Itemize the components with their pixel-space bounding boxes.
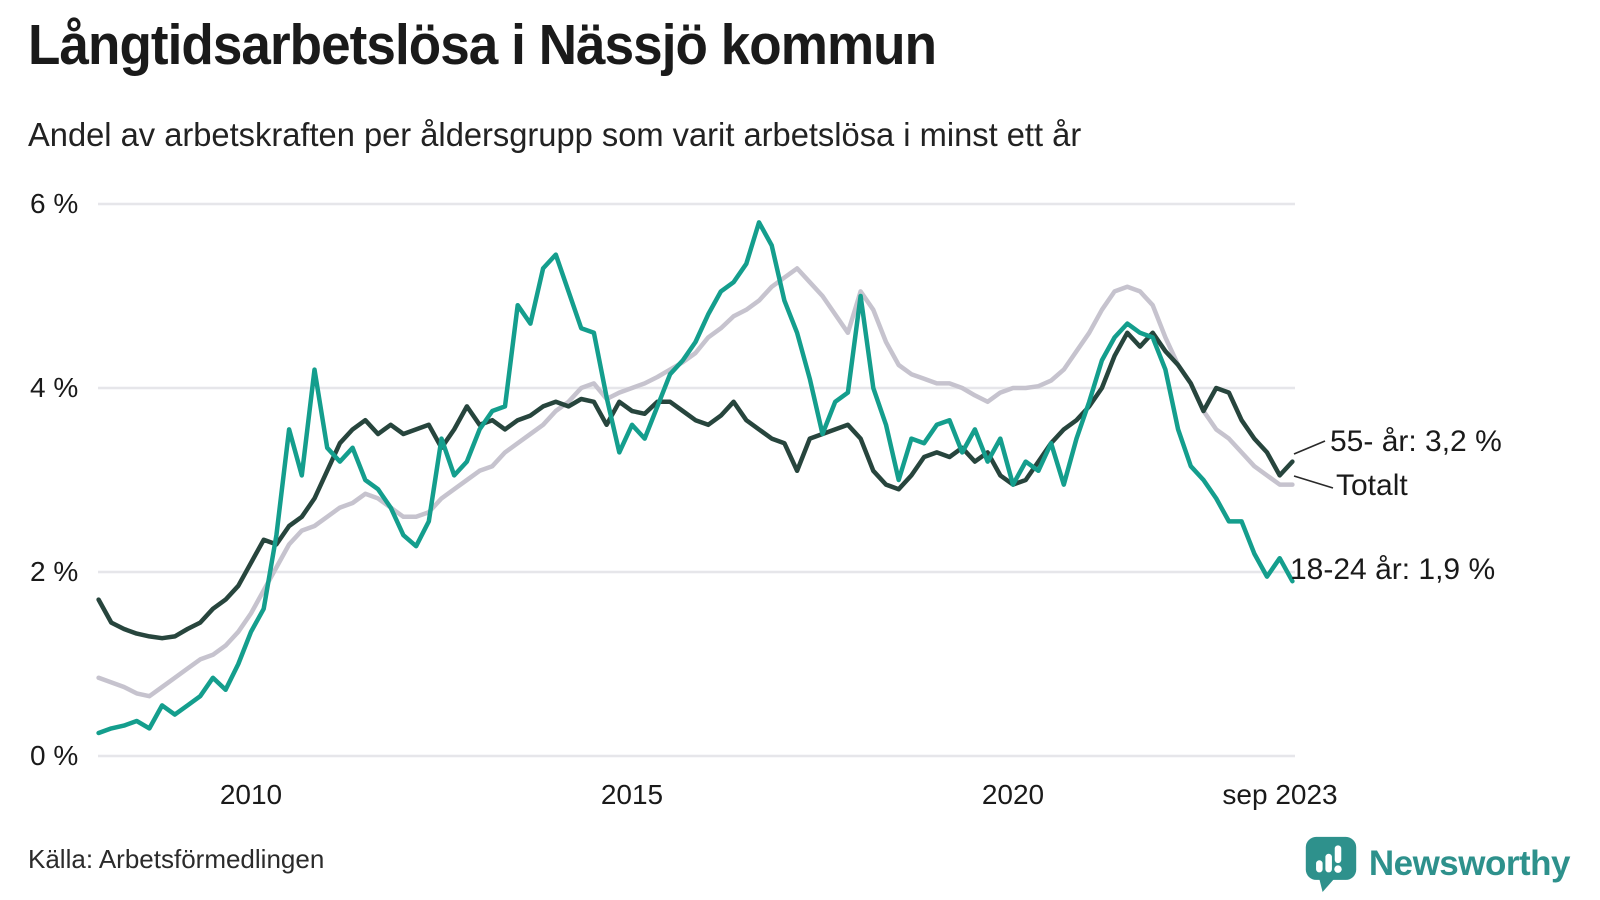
chart-subtitle: Andel av arbetskraften per åldersgrupp s… [28, 116, 1082, 153]
connector-totalt-line [1293, 475, 1334, 489]
y-axis-tick-4: 4 % [30, 372, 79, 403]
x-axis-tick-sep-2023: sep 2023 [1222, 779, 1338, 810]
gridlines [98, 202, 1295, 758]
series-line-18-24-r [96, 220, 1295, 736]
page-title: Långtidsarbetslösa i Nässjö kommun [28, 13, 937, 77]
connector-55-line [1293, 440, 1326, 455]
x-axis-tick-2010: 2010 [219, 779, 283, 810]
newsworthy-logo-text: Newsworthy [1368, 844, 1571, 883]
series-line-55-r [96, 330, 1295, 641]
series-lines [96, 220, 1295, 736]
label-connector-lines [1293, 440, 1334, 489]
series-line-totalt [96, 266, 1295, 699]
y-axis-tick-0: 0 % [30, 740, 79, 771]
y-axis-tick-2: 2 % [30, 556, 79, 587]
newsworthy-logo: Newsworthy [1303, 834, 1571, 894]
x-axis-tick-2015: 2015 [600, 779, 664, 810]
series-label-18-24: 18-24 år: 1,9 % [1290, 553, 1496, 586]
bar-chart-speech-bubble-icon [1305, 836, 1357, 892]
y-axis-tick-6: 6 % [30, 188, 79, 219]
source-credit: Källa: Arbetsförmedlingen [28, 844, 325, 874]
series-label-55: 55- år: 3,2 % [1330, 425, 1502, 458]
x-axis-tick-2020: 2020 [981, 779, 1045, 810]
series-label-totalt: Totalt [1336, 469, 1408, 502]
